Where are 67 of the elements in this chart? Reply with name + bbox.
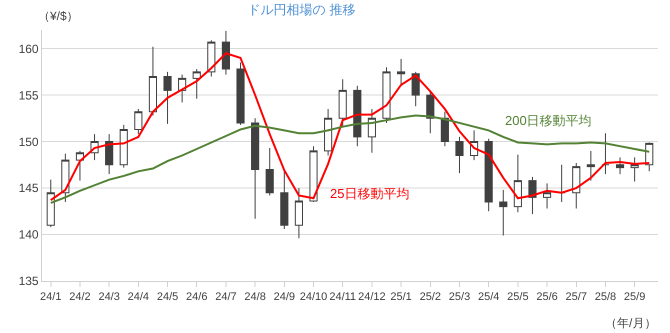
y-tick-label: 140: [18, 228, 39, 242]
x-tick-label: 24/4: [128, 291, 150, 304]
candlestick: [616, 156, 624, 175]
candlestick: [163, 71, 172, 124]
x-tick-label: 25/9: [624, 291, 646, 304]
series-label: 25日移動平均: [330, 186, 410, 201]
chart-title: ドル円相場の 推移: [248, 2, 356, 18]
x-tick-label: 24/9: [274, 291, 296, 304]
candlestick: [353, 85, 362, 147]
y-axis-title: （¥/$）: [38, 9, 79, 23]
x-tick-label: 24/10: [300, 291, 328, 304]
candlestick: [586, 150, 595, 182]
x-tick-label: 24/1: [40, 291, 62, 304]
candlestick: [368, 108, 376, 154]
y-tick-label: 160: [18, 42, 39, 56]
candlestick: [528, 176, 537, 215]
candlestick: [46, 179, 55, 228]
candlestick: [484, 138, 493, 212]
line-series: [50, 52, 650, 202]
x-tick-label: 24/6: [186, 291, 208, 304]
candlestick: [76, 150, 84, 182]
x-tick-label: 25/6: [536, 291, 558, 304]
x-tick-label: 24/8: [244, 291, 266, 304]
x-tick-label: 25/3: [448, 291, 470, 304]
candlestick: [382, 66, 391, 124]
candlestick: [105, 134, 114, 175]
candlestick: [630, 156, 639, 182]
candlestick: [324, 108, 332, 156]
x-tick-label: 24/5: [156, 291, 178, 304]
x-tick-label: 24/11: [329, 291, 356, 304]
x-tick-label: 24/12: [358, 291, 386, 304]
x-axis-title: （年/月）: [605, 316, 656, 330]
candlestick: [148, 46, 158, 116]
x-tick-label: 25/7: [566, 291, 587, 304]
x-tick-label: 25/1: [390, 291, 412, 304]
candlestick: [192, 68, 201, 100]
series-label: 200日移動平均: [505, 113, 592, 128]
y-tick-label: 135: [18, 274, 39, 288]
candlestick: [207, 40, 216, 77]
y-tick-label: 145: [18, 181, 39, 196]
candlestick: [514, 154, 522, 213]
candlestick: [120, 124, 128, 168]
candlestick: [338, 78, 347, 128]
candlestick: [455, 136, 464, 174]
candlestick: [134, 108, 142, 135]
x-tick-label: 24/2: [69, 291, 91, 304]
y-tick-label: 155: [18, 88, 39, 102]
y-tick-label: 150: [18, 134, 39, 149]
x-tick-label: 25/2: [420, 291, 441, 304]
candlestick: [309, 146, 318, 202]
candlestick: [572, 162, 580, 209]
candlestick: [266, 148, 274, 196]
candlestick: [294, 188, 303, 239]
candlestick: [645, 142, 654, 172]
candlestick: [499, 189, 508, 236]
x-tick-label: 25/5: [507, 291, 529, 304]
candlestick: [542, 182, 552, 209]
x-tick-label: 25/4: [478, 291, 500, 304]
candlestick: [236, 62, 245, 126]
candlestick: [251, 118, 260, 220]
candlestick: [440, 111, 449, 147]
candlestick: [222, 30, 230, 76]
x-tick-label: 24/3: [98, 291, 120, 304]
x-tick-label: 25/8: [594, 291, 616, 304]
candlestick: [397, 58, 406, 86]
line-series: [50, 114, 650, 204]
x-tick-label: 24/7: [215, 291, 237, 304]
